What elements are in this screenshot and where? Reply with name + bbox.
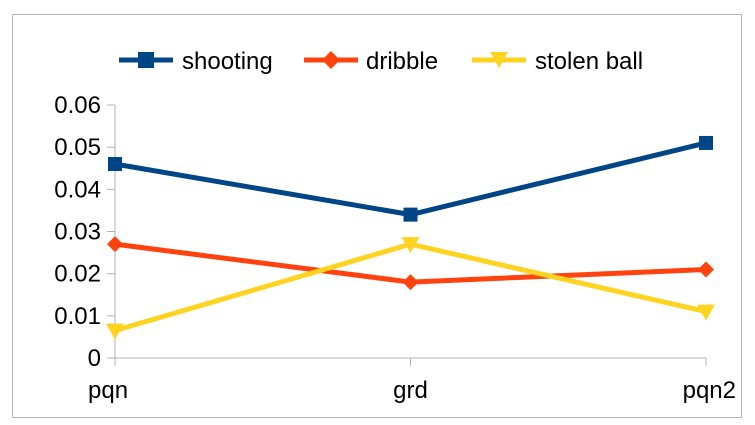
- y-tick-label: 0.03: [54, 219, 101, 246]
- chart-frame: [12, 14, 742, 418]
- legend-marker-stolen-ball: [490, 52, 508, 68]
- series-layer: [106, 135, 715, 340]
- legend-item-dribble: dribble: [304, 48, 438, 75]
- data-point-dribble: [402, 274, 419, 291]
- legend-item-stolen-ball: stolen ball: [472, 48, 643, 75]
- data-point-stolen-ball: [106, 323, 124, 340]
- legend-label-stolen-ball: stolen ball: [535, 48, 643, 75]
- x-tick-label: pqn: [88, 377, 128, 404]
- y-tick-label: 0.05: [54, 134, 101, 161]
- y-tick-label: 0.06: [54, 92, 101, 119]
- y-tick-label: 0.01: [54, 303, 101, 330]
- data-point-shooting: [108, 157, 122, 172]
- y-axis-ticks: 0.06 0.05 0.04 0.03 0.02 0.01 0: [54, 92, 115, 372]
- data-point-stolen-ball: [697, 304, 715, 321]
- series-line-shooting: [114, 140, 707, 218]
- data-point-shooting: [699, 135, 713, 150]
- data-point-dribble: [698, 261, 714, 278]
- legend-label-shooting: shooting: [182, 48, 273, 75]
- data-point-shooting: [403, 207, 418, 222]
- y-tick-label: 0: [88, 345, 101, 372]
- y-tick-label: 0.04: [54, 176, 101, 203]
- x-axis-ticks: pqn grd pqn2: [88, 358, 736, 404]
- data-point-stolen-ball: [401, 237, 420, 254]
- legend-marker-shooting: [138, 52, 154, 68]
- y-tick-label: 0.02: [54, 261, 101, 288]
- legend-item-shooting: shooting: [119, 48, 273, 75]
- legend: shooting dribble stolen ball: [119, 48, 643, 75]
- legend-marker-dribble: [322, 51, 340, 69]
- data-point-dribble: [107, 236, 123, 253]
- legend-label-dribble: dribble: [366, 48, 438, 75]
- x-tick-label: grd: [393, 377, 428, 404]
- x-tick-label: pqn2: [683, 377, 736, 404]
